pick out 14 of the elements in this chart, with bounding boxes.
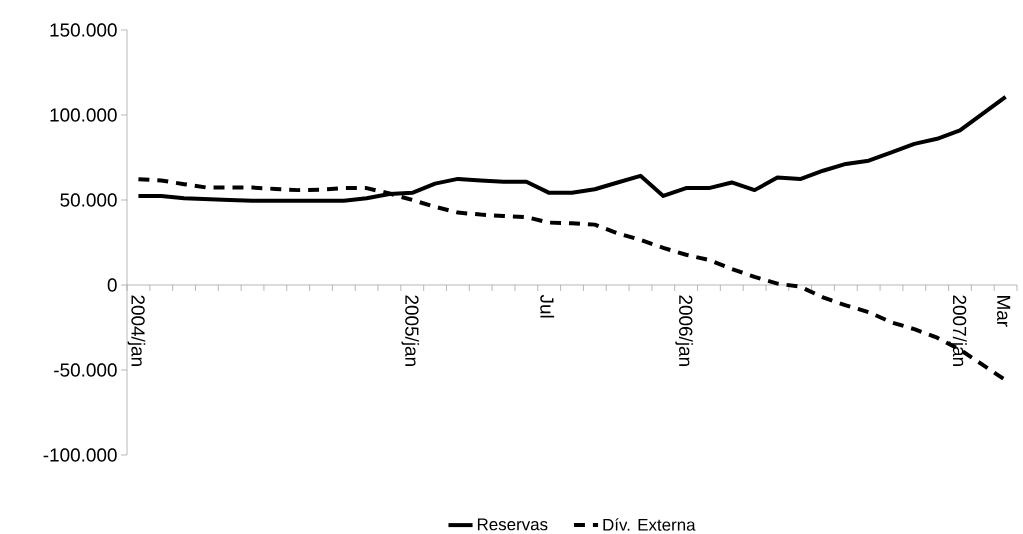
y-tick-label: 150.000 (50, 23, 117, 37)
y-tick-label: 100.000 (50, 108, 117, 122)
x-tick-label: 2006/jan (675, 295, 693, 366)
legend-label: Dív. Externa (603, 518, 696, 531)
x-tick-label: 2004/jan (127, 295, 146, 366)
y-tick-label: -100.000 (43, 448, 117, 462)
x-tick-label: 2005/jan (401, 295, 420, 366)
y-tick-label: 0 (107, 278, 117, 292)
y-tick-label: 50.000 (60, 193, 117, 207)
legend-label: Reservas (477, 518, 548, 531)
x-tick-label: Mar (996, 296, 1011, 327)
x-tick-label: Jul (540, 294, 555, 318)
y-tick-label: -50.000 (54, 363, 117, 377)
x-tick-label: 2007/jan (949, 295, 967, 366)
